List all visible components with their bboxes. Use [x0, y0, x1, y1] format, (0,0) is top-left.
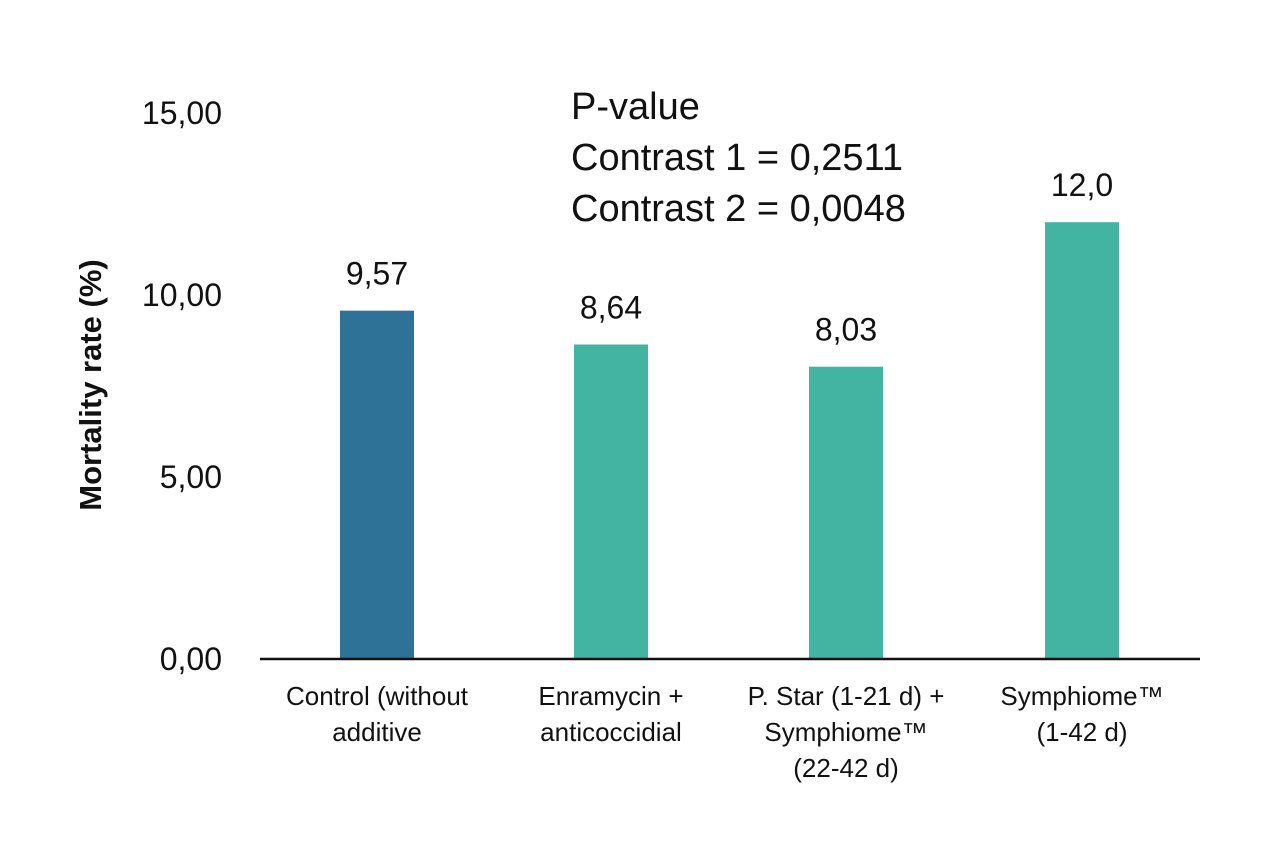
data-label: 12,0: [1051, 167, 1113, 203]
category-label-line: additive: [332, 717, 422, 747]
y-tick-label: 5,00: [160, 459, 222, 495]
bar: [1045, 222, 1119, 659]
data-label: 8,64: [580, 290, 642, 326]
annotation-line: Contrast 2 = 0,0048: [571, 188, 906, 230]
category-label: P. Star (1-21 d) + Symphiome™ (22-42 d): [748, 681, 945, 783]
p-value-annotation: P-value Contrast 1 = 0,2511 Contrast 2 = 0…: [571, 86, 906, 230]
y-tick-label: 0,00: [160, 641, 222, 677]
bar: [574, 344, 648, 659]
bar: [809, 366, 883, 659]
category-label-line: Symphiome™: [764, 717, 927, 747]
bar: [340, 310, 414, 659]
data-label: 8,03: [815, 312, 877, 348]
category-label-line: P. Star (1-21 d) +: [748, 681, 945, 711]
category-label-line: Enramycin +: [538, 681, 683, 711]
annotation-line: Contrast 1 = 0,2511: [571, 137, 903, 179]
y-tick-label: 15,00: [142, 95, 222, 131]
category-label-line: anticoccidial: [540, 717, 682, 747]
category-label-line: Control (without: [286, 681, 469, 711]
y-axis-ticks: 0,00 5,00 10,00 15,00: [142, 95, 222, 677]
data-label: 9,57: [346, 256, 408, 292]
category-labels: Control (without additive Enramycin + antic…: [286, 681, 1164, 783]
data-labels: 9,57 8,64 8,03 12,0: [346, 167, 1113, 348]
category-label-line: Symphiome™: [1000, 681, 1163, 711]
category-label: Symphiome™ (1-42 d): [1000, 681, 1163, 747]
category-label: Enramycin + anticoccidial: [538, 681, 683, 747]
category-label-line: (1-42 d): [1036, 717, 1127, 747]
y-tick-label: 10,00: [142, 277, 222, 313]
y-axis-label: Mortality rate (%): [73, 259, 108, 510]
bars: [340, 222, 1119, 659]
category-label-line: (22-42 d): [793, 753, 899, 783]
annotation-line: P-value: [571, 86, 700, 128]
category-label: Control (without additive: [286, 681, 469, 747]
